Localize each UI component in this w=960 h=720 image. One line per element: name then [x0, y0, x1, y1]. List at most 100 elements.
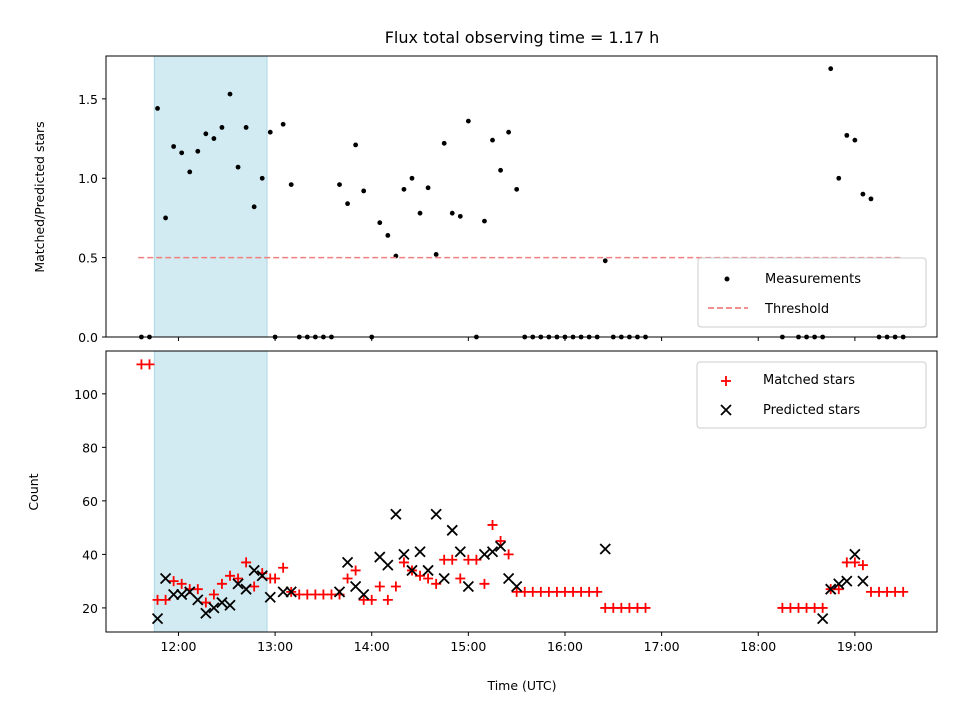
predicted-star-point — [168, 588, 180, 601]
predicted-star-point — [486, 546, 499, 558]
bottom-y-tick-label: 20 — [82, 601, 98, 616]
predicted-star-point — [841, 575, 853, 587]
predicted-star-point — [240, 583, 252, 595]
matched-star-point — [898, 586, 909, 597]
measurement-point — [514, 186, 520, 192]
measurement-point — [211, 136, 217, 141]
predicted-star-point — [176, 588, 188, 601]
predicted-star-point — [232, 578, 244, 590]
matched-star-point — [176, 578, 187, 589]
measurement-point — [195, 148, 201, 154]
top-legend: Measurements Threshold — [697, 257, 927, 328]
bottom-y-tick-label: 60 — [82, 494, 98, 509]
matched-star-point — [817, 602, 828, 613]
measurement-point — [353, 142, 359, 148]
predicted-star-point — [277, 586, 289, 598]
predicted-star-point — [817, 612, 829, 625]
predicted-star-point — [446, 524, 458, 536]
matched-star-point — [342, 573, 353, 584]
predicted-star-point — [511, 580, 523, 593]
matched-star-point — [382, 594, 393, 605]
predicted-star-point — [285, 586, 297, 598]
predicted-star-point — [390, 508, 402, 520]
matched-star-point — [503, 549, 514, 560]
legend-predicted-label: Predicted stars — [763, 403, 860, 418]
measurement-point — [385, 232, 391, 238]
predicted-star-point — [438, 572, 450, 585]
top-y-tick-label: 1.0 — [78, 171, 98, 186]
predicted-star-point — [857, 575, 869, 587]
matched-star-point — [857, 560, 868, 571]
top-y-tick-label: 1.5 — [78, 92, 98, 107]
matched-star-point — [592, 586, 603, 597]
matched-star-point — [350, 565, 361, 576]
measurement-point — [337, 182, 342, 187]
x-tick-label: 15:00 — [450, 639, 486, 654]
measurement-point — [836, 175, 842, 181]
measurement-point — [345, 201, 350, 207]
x-tick-label: 12:00 — [160, 639, 196, 654]
measurement-point — [203, 131, 209, 137]
predicted-star-point — [414, 546, 426, 558]
measurement-point — [506, 129, 512, 135]
x-tick-label: 16:00 — [547, 639, 583, 654]
measurement-point — [235, 164, 241, 170]
predicted-star-point — [825, 583, 837, 595]
matched-star-point — [168, 576, 179, 587]
legend-measurements-label: Measurements — [765, 272, 861, 287]
matched-star-point — [270, 573, 281, 584]
matched-star-point — [390, 581, 401, 592]
matched-star-point — [233, 573, 244, 584]
matched-star-point — [431, 578, 442, 589]
bottom-panel: 20 40 60 80 100 12:00 13:00 14:00 15:00 16:00 17:… — [26, 350, 938, 693]
measurement-point — [868, 196, 874, 202]
matched-star-point — [200, 597, 211, 608]
matched-star-point — [487, 519, 498, 530]
predicted-star-point — [406, 564, 418, 577]
matched-star-point — [423, 573, 434, 584]
predicted-star-point — [159, 572, 172, 585]
predicted-star-point — [151, 612, 164, 625]
predicted-star-point — [454, 546, 466, 558]
matched-star-point — [241, 557, 252, 568]
predicted-star-point — [398, 548, 410, 561]
predicted-star-point — [216, 596, 228, 609]
predicted-star-point — [256, 570, 268, 582]
bottom-legend: Matched stars Predicted stars — [696, 361, 927, 429]
matched-star-point — [447, 554, 458, 565]
bottom-plot-frame — [105, 350, 938, 633]
predicted-star-point — [224, 599, 236, 611]
measurement-point — [163, 215, 168, 221]
measurement-point — [441, 140, 447, 146]
matched-star-point — [495, 536, 506, 547]
x-tick-label: 17:00 — [644, 639, 680, 654]
matched-star-point — [374, 581, 385, 592]
top-y-tick-label: 0.0 — [78, 330, 98, 345]
legend-matched-marker — [721, 376, 731, 386]
x-tick-label: 19:00 — [837, 639, 873, 654]
measurement-point — [433, 252, 439, 257]
legend-matched-label: Matched stars — [763, 373, 855, 388]
predicted-star-point — [208, 602, 220, 614]
predicted-star-point — [382, 559, 394, 571]
predicted-star-point — [430, 508, 442, 520]
top-shaded-interval — [153, 55, 268, 338]
matched-star-point — [471, 554, 482, 565]
measurement-point — [449, 210, 455, 216]
measurement-point — [251, 204, 257, 210]
measurement-point — [280, 121, 286, 127]
measurement-point — [401, 186, 407, 192]
top-y-tick-label: 0.5 — [78, 251, 98, 266]
matched-star-point — [366, 594, 377, 605]
x-tick-label: 14:00 — [354, 639, 390, 654]
x-tick-label: 18:00 — [740, 639, 776, 654]
measurement-point — [602, 258, 608, 264]
measurement-point — [288, 182, 294, 187]
matched-star-point — [225, 570, 236, 581]
matched-star-point — [192, 584, 203, 595]
matched-star-point — [216, 578, 227, 589]
measurement-point — [179, 150, 185, 156]
matched-star-point — [833, 584, 844, 595]
measurement-point — [259, 175, 265, 181]
